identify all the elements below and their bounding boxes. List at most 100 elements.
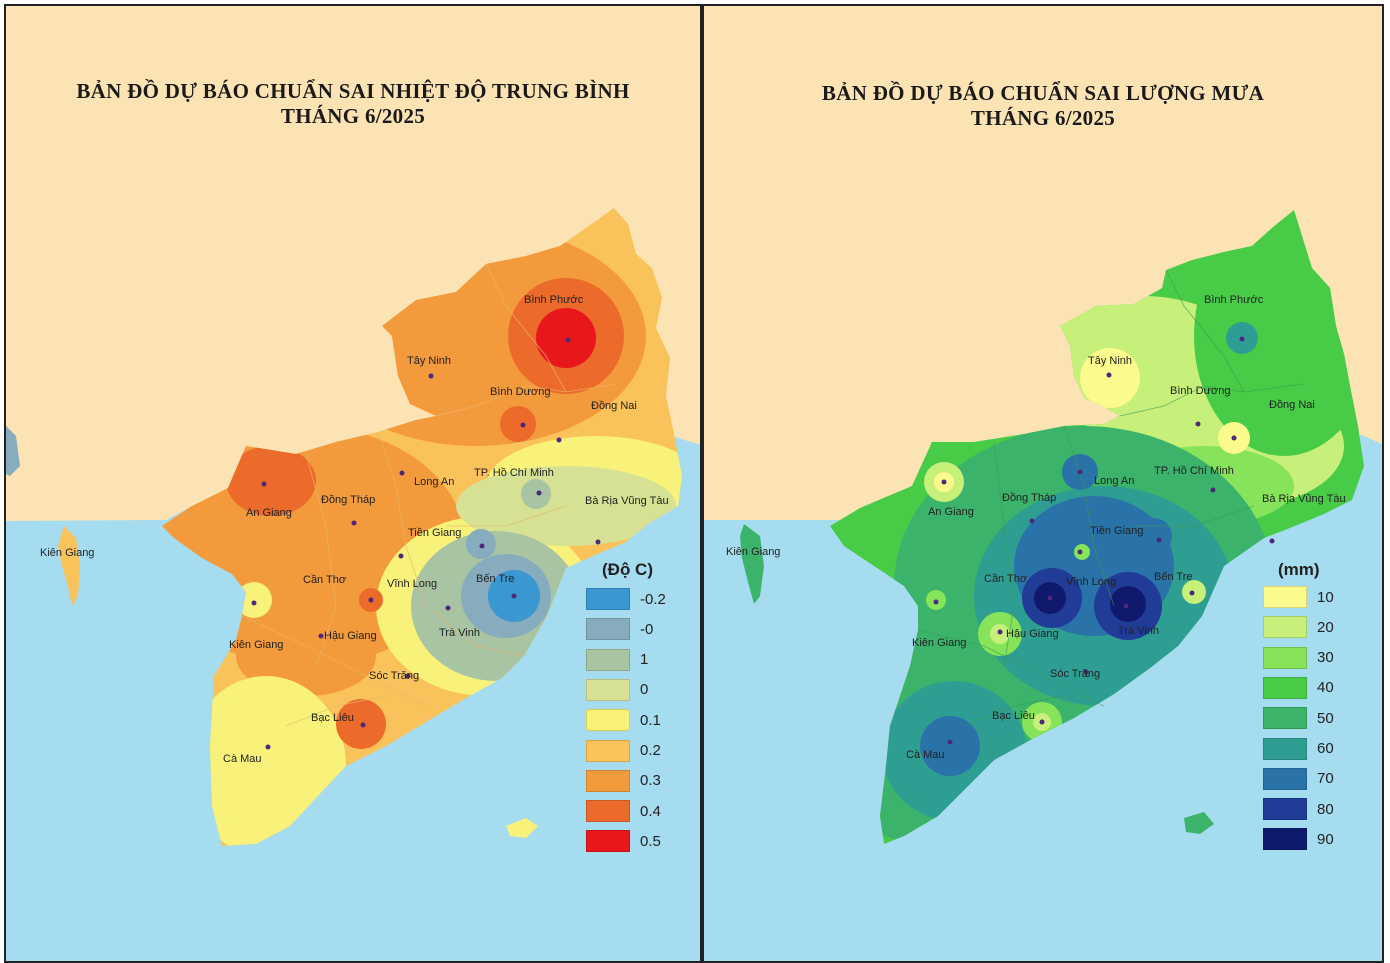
legend-item: 10 [1263,586,1334,608]
legend-swatch [586,678,630,701]
legend-label: 50 [1317,709,1334,727]
legend-label: 1 [640,651,649,669]
place-label: Bình Phước [524,294,584,306]
legend-label: 0.3 [640,772,661,790]
place-label: Trà Vinh [439,627,480,639]
place-label: Cà Mau [906,749,945,761]
legend-item: 70 [1263,767,1334,790]
legend-item: 0.3 [586,769,661,792]
legend-swatch [1263,798,1307,821]
legend-swatch [586,709,630,732]
temperature-map-panel: BẢN ĐỒ DỰ BÁO CHUẨN SAI NHIỆT ĐỘ TRUNG B… [4,4,702,963]
place-label: Bạc Liêu [311,712,354,724]
place-label: An Giang [928,506,974,518]
legend-label: 0.4 [640,802,661,820]
legend-swatch [1263,676,1307,699]
legend-title: (Độ C) [602,560,653,579]
legend-label: 10 [1317,588,1334,606]
map-title-line2: THÁNG 6/2025 [280,104,426,128]
legend-swatch [1263,737,1307,760]
place-label: Bến Tre [1154,571,1193,583]
legend-item: 90 [1263,828,1334,851]
legend-label: 0.5 [640,832,661,850]
rainfall-map-panel: BẢN ĐỒ DỰ BÁO CHUẨN SAI LƯỢNG MƯA THÁNG … [702,4,1384,963]
legend-label: 0 [640,681,649,699]
province-markers [933,336,1275,745]
place-label: Long An [1094,475,1135,487]
place-label: Sóc Trăng [1050,668,1101,680]
place-label: Đồng Tháp [1002,492,1057,504]
map-title-line2: THÁNG 6/2025 [970,106,1116,130]
legend-item: 0.4 [586,800,661,823]
legend-title: (mm) [1278,560,1320,579]
legend-label: 60 [1317,740,1334,757]
place-label: Hậu Giang [324,630,377,642]
place-label: TP. Hồ Chí Minh [474,467,554,479]
temperature-map-svg [6,6,700,961]
con-dao-island [506,818,538,838]
legend-label: 0.1 [640,711,661,729]
place-label: Đồng Nai [591,400,637,412]
legend-label: -0.2 [640,590,666,608]
legend-label: 70 [1317,770,1334,788]
legend-swatch [586,800,630,823]
place-label: Bình Dương [1170,385,1231,397]
place-label: Cần Thơ [984,573,1028,585]
legend-label: -0 [640,620,654,638]
place-label: Tây Ninh [407,355,452,367]
province-boundaries [241,263,617,727]
legend-swatch [1263,828,1307,851]
place-label: Hậu Giang [1006,628,1059,640]
place-label: Sóc Trăng [369,670,420,682]
legend-label: 30 [1317,649,1334,667]
place-label: Kiên Giang [40,547,95,559]
rainfall-map-svg [704,6,1382,961]
legend-swatch [1263,707,1307,730]
place-label: Trà Vinh [1118,625,1159,637]
legend-swatch [586,769,630,792]
place-label: Tây Ninh [1088,355,1133,367]
place-label: Cần Thơ [303,574,347,586]
legend-item: 40 [1263,676,1334,699]
legend-item: 80 [1263,798,1334,821]
edge-island [6,426,20,476]
legend-label: 0.2 [640,742,661,759]
province-boundaries [917,269,1305,727]
legend-swatch [1263,767,1307,790]
place-label: Kiên Giang [726,546,781,558]
legend-item: 0.5 [586,830,661,853]
legend-swatch [1263,586,1307,608]
legend-swatch [1263,616,1307,639]
place-label: TP. Hồ Chí Minh [1154,465,1234,477]
place-label: Bà Rịa Vũng Tàu [1262,493,1346,505]
place-label: Long An [414,476,455,488]
place-label: Tiền Giang [1090,525,1144,537]
place-label: Tiền Giang [408,527,462,539]
place-label: Bến Tre [476,573,515,585]
legend-item: 20 [1263,616,1334,639]
legend-label: 90 [1317,830,1334,848]
legend-item: -0 [586,618,654,641]
legend-swatch [586,830,630,853]
place-label: Bà Rịa Vũng Tàu [585,495,669,507]
place-label: Cà Mau [223,753,262,765]
phu-quoc-island [58,526,80,606]
legend-label: 20 [1317,618,1334,636]
legend-item: 0.1 [586,709,661,732]
legend-item: 30 [1263,646,1334,669]
legend-item: -0.2 [586,588,666,610]
legend-label: 40 [1317,679,1334,697]
legend-item: 1 [586,648,649,671]
place-label: Bình Phước [1204,294,1264,306]
place-label: Kiên Giang [229,639,284,651]
legend-swatch [586,588,630,610]
place-label: Kiên Giang [912,637,967,649]
legend-swatch [1263,646,1307,669]
legend-swatch [586,648,630,671]
place-label: Đồng Nai [1269,399,1315,411]
rainfall-zones [830,210,1364,844]
legend-item: 0.2 [586,739,661,762]
map-title-line1: BẢN ĐỒ DỰ BÁO CHUẨN SAI NHIỆT ĐỘ TRUNG B… [76,79,630,103]
place-label: Bình Dương [490,386,551,398]
place-label: Đồng Tháp [321,494,376,506]
